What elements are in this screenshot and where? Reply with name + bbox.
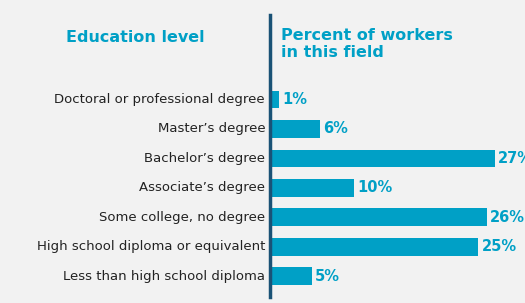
Text: Doctoral or professional degree: Doctoral or professional degree [55, 93, 265, 106]
Text: 27%: 27% [498, 151, 525, 166]
Text: Master’s degree: Master’s degree [158, 122, 265, 135]
Text: Associate’s degree: Associate’s degree [139, 181, 265, 194]
Bar [270, 179, 353, 197]
Text: Percent of workers
in this field: Percent of workers in this field [281, 28, 453, 60]
Text: Education level: Education level [66, 30, 205, 45]
Text: 5%: 5% [315, 269, 340, 284]
Text: High school diploma or equivalent: High school diploma or equivalent [37, 240, 265, 253]
Text: 25%: 25% [481, 239, 517, 254]
Bar [270, 267, 312, 285]
Text: 6%: 6% [323, 122, 349, 136]
Text: Bachelor’s degree: Bachelor’s degree [144, 152, 265, 165]
Bar [270, 150, 495, 167]
Text: Some college, no degree: Some college, no degree [99, 211, 265, 224]
Text: 1%: 1% [282, 92, 307, 107]
Bar [270, 91, 279, 108]
Text: Less than high school diploma: Less than high school diploma [63, 270, 265, 283]
Bar [270, 120, 320, 138]
Text: 26%: 26% [490, 210, 525, 225]
Bar [270, 238, 478, 255]
Text: 10%: 10% [357, 180, 392, 195]
Bar [270, 208, 487, 226]
